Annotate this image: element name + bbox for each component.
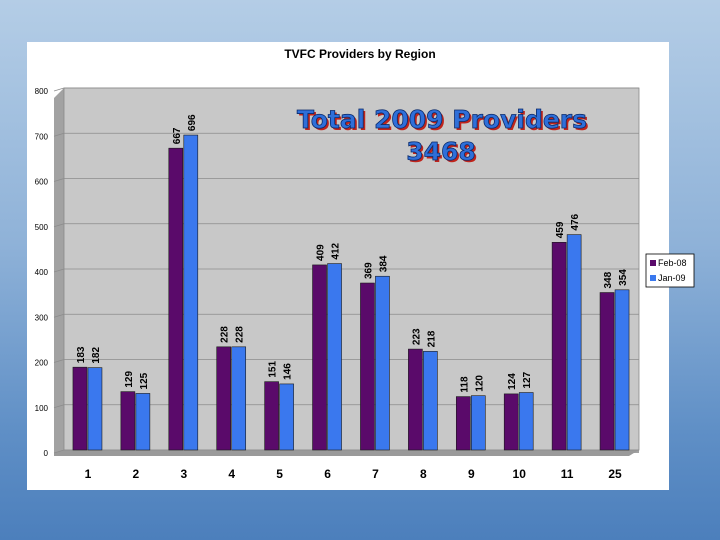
bar-feb-08-1 — [72, 366, 88, 451]
data-label: 696 — [187, 114, 198, 131]
data-label: 667 — [172, 127, 183, 144]
data-label: 476 — [570, 213, 581, 230]
bar-jan-09-3 — [183, 134, 199, 451]
bar-jan-09-7 — [375, 275, 390, 451]
bar-jan-09-8 — [423, 351, 438, 451]
gridline-bevel — [53, 313, 65, 318]
y-axis-ticks: 0 100 200 300 400 500 600 700 800 — [35, 87, 49, 458]
data-label: 223 — [411, 328, 422, 345]
data-label: 120 — [474, 375, 485, 392]
data-label: 369 — [363, 262, 374, 279]
bar-feb-08-7 — [360, 282, 375, 451]
x-tick-label: 1 — [85, 467, 92, 481]
data-label: 183 — [76, 346, 87, 363]
data-label: 129 — [124, 371, 135, 388]
x-tick-label: 10 — [513, 467, 527, 481]
annotation-line1-shadow: Total 2009 Providers — [299, 107, 589, 136]
data-label: 146 — [283, 363, 294, 380]
gridline-bevel — [53, 404, 65, 409]
data-label: 412 — [331, 242, 342, 259]
bars — [72, 134, 630, 451]
y-tick-label: 200 — [35, 359, 49, 368]
bar-jan-09-4 — [231, 346, 247, 451]
bar-jan-09-10 — [518, 392, 534, 451]
data-label: 124 — [507, 373, 518, 390]
bar-jan-09-9 — [470, 395, 486, 451]
legend-swatch-jan09 — [650, 275, 656, 281]
bar-jan-09-25 — [614, 289, 630, 451]
data-label: 354 — [618, 269, 629, 286]
y-tick-label: 500 — [35, 223, 49, 232]
legend-box — [645, 253, 695, 288]
bar-feb-08-4 — [216, 346, 232, 451]
bar-feb-08-5 — [264, 381, 279, 451]
y-tick-label: 600 — [35, 178, 49, 187]
data-label: 459 — [555, 221, 566, 238]
bar-feb-08-6 — [312, 264, 327, 451]
data-label: 228 — [220, 326, 231, 343]
gridline-bevel — [53, 449, 65, 454]
x-tick-label: 11 — [561, 467, 574, 481]
data-label: 151 — [268, 361, 279, 378]
y-tick-label: 100 — [35, 404, 49, 413]
gridline-bevel — [53, 268, 65, 273]
y-tick-label: 400 — [35, 268, 49, 277]
x-tick-label: 2 — [133, 467, 140, 481]
bar-feb-08-10 — [503, 393, 519, 451]
legend-label-jan09: Jan-09 — [658, 273, 686, 283]
bar-jan-09-2 — [135, 393, 151, 451]
data-labels: 183 182 129 125 667 696 228 228 151 146 409 412 369 3… — [76, 114, 629, 393]
data-label: 348 — [603, 271, 614, 288]
bar-feb-08-11 — [551, 242, 567, 451]
bar-feb-08-3 — [168, 147, 184, 451]
y-tick-label: 300 — [35, 313, 49, 322]
data-label: 218 — [426, 330, 437, 347]
y-tick-label: 800 — [35, 87, 49, 96]
annotation: Total 2009 Providers Total 2009 Provider… — [297, 105, 589, 168]
data-label: 228 — [235, 326, 246, 343]
x-tick-label: 3 — [180, 467, 187, 481]
bar-jan-09-11 — [566, 234, 582, 451]
x-tick-label: 6 — [324, 467, 331, 481]
bar-feb-08-9 — [455, 396, 471, 451]
bar-jan-09-1 — [87, 367, 103, 451]
x-tick-label: 9 — [468, 467, 475, 481]
y-tick-label: 700 — [35, 132, 49, 141]
x-tick-label: 7 — [372, 467, 379, 481]
gridlines — [53, 87, 639, 454]
legend-label-feb08: Feb-08 — [658, 258, 687, 268]
data-label: 182 — [91, 347, 102, 364]
gridline-bevel — [53, 132, 65, 137]
gridline-bevel — [53, 87, 65, 92]
annotation-line2-shadow: 3468 — [408, 139, 478, 168]
data-label: 127 — [522, 371, 533, 388]
bar-jan-09-5 — [279, 383, 294, 451]
x-tick-label: 4 — [228, 467, 235, 481]
annotation-line1: Total 2009 Providers — [297, 105, 587, 134]
bar-feb-08-8 — [408, 348, 423, 451]
bar-feb-08-2 — [120, 391, 136, 451]
x-tick-label: 8 — [420, 467, 427, 481]
data-label: 384 — [378, 255, 389, 272]
bar-feb-08-25 — [599, 292, 615, 451]
legend-swatch-feb08 — [650, 260, 656, 266]
annotation-line2: 3468 — [406, 137, 476, 166]
bar-jan-09-6 — [327, 263, 342, 451]
gridline-bevel — [53, 223, 65, 228]
x-tick-label: 25 — [608, 467, 622, 481]
x-axis-ticks: 1 2 3 4 5 6 7 8 9 10 11 25 — [85, 467, 622, 481]
plot-floor — [54, 450, 639, 456]
data-label: 125 — [139, 372, 150, 389]
gridline-bevel — [53, 359, 65, 363]
data-label: 118 — [459, 376, 470, 393]
legend: Feb-08 Jan-09 — [645, 253, 695, 288]
chart-title: TVFC Providers by Region — [284, 47, 435, 61]
data-label: 409 — [316, 244, 327, 261]
x-tick-label: 5 — [276, 467, 283, 481]
y-tick-label: 0 — [44, 449, 49, 458]
gridline-bevel — [53, 178, 65, 182]
